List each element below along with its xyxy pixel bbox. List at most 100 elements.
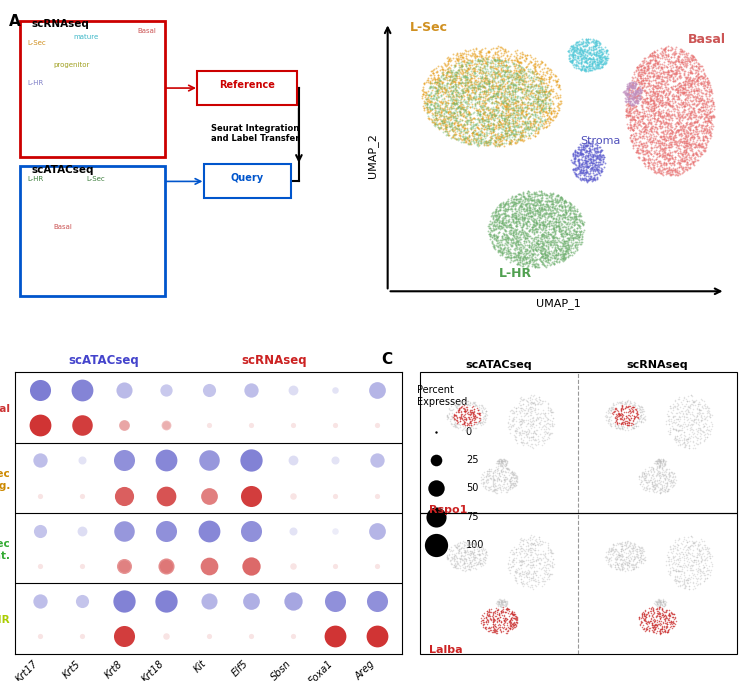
Point xyxy=(485,85,497,96)
Point xyxy=(437,117,449,128)
Point xyxy=(560,223,572,234)
Point xyxy=(678,59,690,69)
Point xyxy=(627,86,639,97)
Point xyxy=(86,256,98,267)
Point xyxy=(582,174,594,185)
Point xyxy=(84,195,96,206)
Point xyxy=(580,140,591,151)
Point xyxy=(60,192,71,203)
Point xyxy=(492,599,504,610)
Point xyxy=(702,543,714,554)
Point xyxy=(632,71,644,82)
Point xyxy=(28,206,40,217)
Point xyxy=(130,115,142,126)
Point xyxy=(527,419,539,430)
Point xyxy=(526,194,538,205)
Point xyxy=(518,252,530,263)
Point xyxy=(692,131,704,142)
Point xyxy=(496,221,507,232)
Point xyxy=(75,247,87,257)
Point xyxy=(577,52,589,63)
Point xyxy=(494,117,506,128)
Point xyxy=(699,131,711,142)
Point xyxy=(423,90,434,101)
Point xyxy=(452,91,464,101)
Point xyxy=(488,114,500,125)
Point xyxy=(521,437,533,448)
Point xyxy=(650,116,661,127)
Point xyxy=(478,77,490,88)
Point xyxy=(556,218,568,229)
Point xyxy=(483,74,495,84)
Point xyxy=(501,127,513,138)
Point xyxy=(54,119,66,130)
Point xyxy=(585,159,597,170)
Point xyxy=(88,195,100,206)
Point xyxy=(567,227,579,238)
Point xyxy=(507,222,519,233)
Point xyxy=(678,437,690,447)
Point xyxy=(671,74,683,84)
Point xyxy=(477,614,489,625)
Point xyxy=(452,544,464,555)
Point xyxy=(700,110,712,121)
Point xyxy=(637,624,649,635)
Point xyxy=(661,127,673,138)
Point xyxy=(491,232,503,243)
Point xyxy=(542,200,554,211)
Point xyxy=(697,567,709,578)
Point xyxy=(60,86,72,97)
Point xyxy=(600,57,612,68)
Point xyxy=(613,550,625,560)
Point xyxy=(475,118,487,129)
Point xyxy=(665,127,677,138)
Point xyxy=(687,92,699,103)
Point xyxy=(443,125,455,136)
Point xyxy=(507,416,519,427)
Point xyxy=(532,122,544,133)
Point xyxy=(479,622,491,633)
Point xyxy=(118,101,129,112)
Point xyxy=(94,236,106,247)
Point xyxy=(510,471,522,481)
Point xyxy=(664,428,676,439)
Point xyxy=(635,65,647,76)
Point xyxy=(124,69,136,80)
Point xyxy=(65,255,77,266)
Point xyxy=(530,238,542,249)
Point xyxy=(534,76,546,86)
Point xyxy=(684,162,696,173)
Point xyxy=(529,221,541,232)
Point xyxy=(516,557,528,568)
Point xyxy=(647,50,658,61)
Point xyxy=(524,406,536,417)
Point xyxy=(654,110,666,121)
Point xyxy=(577,219,589,230)
Point xyxy=(501,203,513,214)
Point xyxy=(106,110,118,121)
Point xyxy=(644,470,655,481)
Point xyxy=(662,609,674,620)
Point xyxy=(533,200,545,210)
Point xyxy=(566,54,578,65)
Point xyxy=(430,103,442,114)
Point xyxy=(695,78,707,89)
Point xyxy=(477,136,489,147)
Point xyxy=(527,234,539,245)
Point xyxy=(574,148,586,159)
Point xyxy=(507,620,519,631)
Point xyxy=(669,48,681,59)
Point xyxy=(121,84,133,95)
Point xyxy=(524,202,536,213)
Point xyxy=(484,465,496,476)
Point xyxy=(458,133,470,144)
Point xyxy=(459,552,471,563)
Point xyxy=(637,545,649,556)
Point xyxy=(621,395,633,406)
Point xyxy=(502,422,514,432)
Point xyxy=(695,534,707,545)
Point xyxy=(501,462,513,473)
Point xyxy=(544,420,556,431)
Point xyxy=(516,416,527,427)
Point xyxy=(453,64,465,75)
